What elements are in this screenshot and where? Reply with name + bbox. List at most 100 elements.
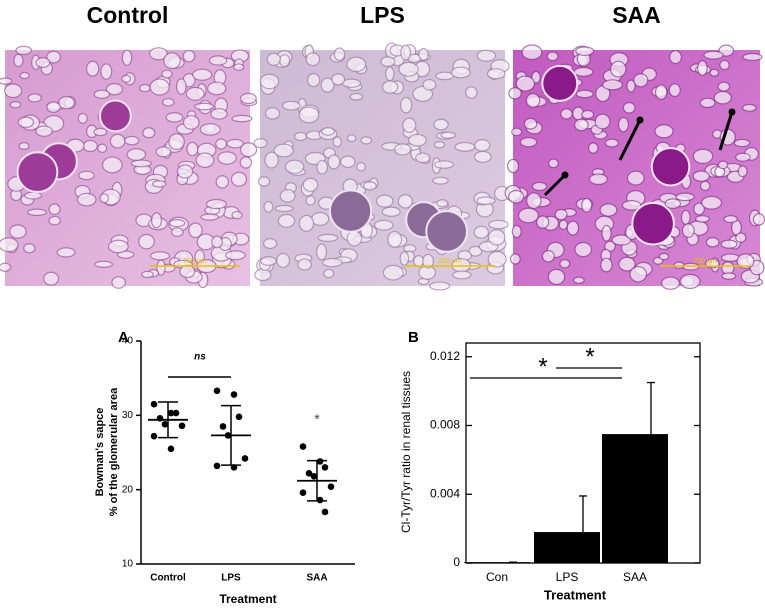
tubule [182,115,200,130]
tubule [264,151,279,169]
tubule [210,108,228,120]
arrow-head [636,116,644,124]
tubule [450,66,471,79]
tubule [277,213,296,228]
tubule [697,60,708,77]
tubule [346,134,357,143]
tubule [27,93,42,103]
tubule [398,61,419,77]
tubule [440,131,457,139]
arrow [543,173,567,197]
tubule [609,60,627,78]
glomerulus [650,146,691,187]
tubule [263,200,274,213]
tubule [558,219,569,231]
tubule [239,142,258,158]
scale-bar-label: 200 µm [438,258,462,265]
tubule [709,68,720,77]
tubule [346,56,367,73]
tubule [506,158,520,174]
x-tick-label: Control [150,573,186,584]
tubule [142,127,156,139]
tubule [185,86,205,101]
tubule [525,93,541,108]
tubule [323,268,335,279]
tubule [723,215,738,224]
tubule [340,155,356,168]
tubule [465,86,478,99]
tubule [333,47,346,61]
tubule [474,139,491,152]
tubule [507,189,525,204]
data-point [310,472,318,480]
tubule [356,162,366,172]
glomerulus [425,210,468,253]
tubule [161,69,173,79]
tubule [381,206,401,217]
tubule [188,222,203,239]
tubule [669,50,682,65]
y-tick-label: 0.004 [430,486,460,500]
tubule [587,142,599,154]
tubule [163,52,181,70]
tubule [27,208,47,217]
y-tick-label: 0.008 [430,418,460,432]
bar [534,532,600,563]
tubule [521,44,543,61]
glomerulus [541,64,579,102]
tubule [436,199,449,208]
tubule [15,45,32,56]
tubule [599,203,618,217]
tubule [402,117,417,133]
tubule [23,243,36,254]
tubule [742,52,763,62]
tubule [205,198,227,210]
data-point [167,445,175,453]
data-point [213,387,221,395]
tubule [297,258,312,271]
data-point [299,443,307,450]
x-axis-label: Treatment [219,592,276,606]
tubule [488,219,509,230]
tubule [720,239,738,249]
tubule [546,51,559,62]
tubule [305,195,316,206]
micrograph-title: Control [87,2,169,28]
tubule [422,253,435,269]
tubule [573,66,594,77]
tubule [408,133,427,147]
y-tick-label: 0.012 [430,349,460,363]
tubule [511,224,522,239]
tubule [422,78,437,91]
tubule [575,89,594,99]
tubule [141,270,154,279]
tubule [695,215,710,223]
tubule [279,189,296,203]
tubule [109,133,126,149]
arrow-head [728,108,736,116]
tubule [121,49,133,66]
tubule [626,79,636,93]
tubule [618,256,636,272]
tubule [719,59,730,71]
tubule [130,159,152,168]
arrow [718,111,734,151]
tubule [9,100,22,109]
tubule [385,66,395,82]
tubule [192,68,213,81]
tubule [454,141,476,152]
tubule [675,192,695,202]
tubule [257,176,271,187]
tubule [305,52,321,67]
tubule [311,211,330,226]
tubule [668,83,681,98]
tubule [254,268,272,282]
tubule [573,118,589,132]
tubule [23,191,43,200]
tubule [150,212,163,229]
tubule [298,214,315,232]
bar [464,562,530,563]
tubule [473,150,492,164]
tubule [380,56,396,67]
tubule [509,253,521,265]
